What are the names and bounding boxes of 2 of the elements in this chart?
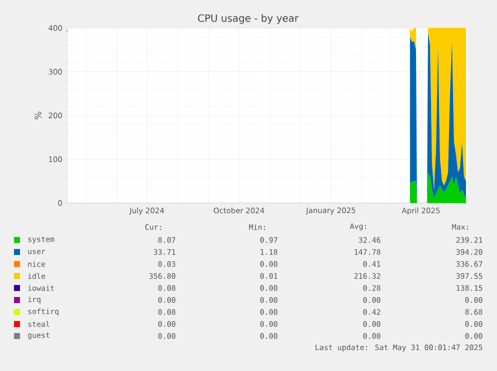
y-axis-title: % xyxy=(34,112,42,120)
chart-title: CPU usage - by year xyxy=(198,14,299,24)
